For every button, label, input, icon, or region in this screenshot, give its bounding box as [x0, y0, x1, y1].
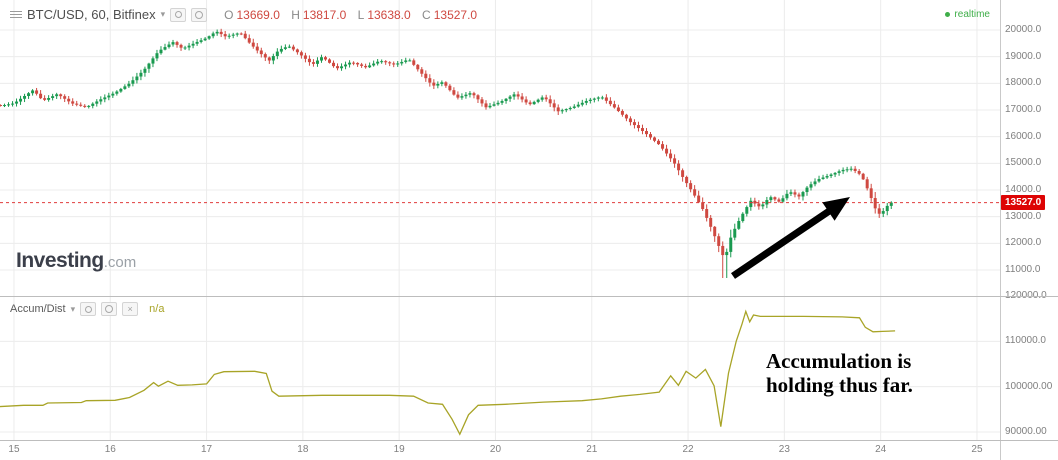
eye-icon[interactable]	[170, 7, 187, 22]
investing-logo: Investing.com	[16, 249, 136, 273]
open-label: O	[224, 7, 234, 22]
indicator-header: Accum/Dist ▾ × n/a	[10, 302, 164, 316]
price-axis-label: 18000.0	[1005, 77, 1042, 89]
chevron-down-icon[interactable]: ▾	[70, 303, 76, 314]
time-axis-divider	[0, 440, 1058, 441]
time-axis-label: 24	[875, 444, 887, 455]
indicator-chart-canvas[interactable]	[0, 296, 1000, 440]
indicator-title[interactable]: Accum/Dist	[10, 303, 66, 315]
indicator-value: n/a	[149, 303, 165, 315]
arrow-annotation	[731, 197, 850, 279]
logo-brand: Investing	[16, 249, 104, 272]
ohlc-readout: O 13669.0 H 13817.0 L 13638.0 C 13527.0	[216, 8, 477, 22]
open-value: 13669.0	[236, 7, 280, 22]
last-price-tag: 13527.0	[1001, 194, 1046, 210]
price-axis-label: 15000.0	[1005, 157, 1042, 169]
close-icon[interactable]: ×	[122, 302, 139, 316]
settings-icon[interactable]	[101, 302, 118, 316]
indicator-axis-label: 100000.00	[1005, 380, 1053, 392]
eye-icon[interactable]	[80, 302, 97, 316]
settings-icon[interactable]	[191, 7, 208, 22]
low-value: 13638.0	[367, 7, 411, 22]
time-axis-label: 16	[104, 444, 116, 455]
annotation-line-1: Accumulation is	[766, 349, 912, 373]
low-label: L	[357, 7, 365, 22]
close-value: 13527.0	[433, 7, 478, 22]
price-axis-label: 19000.0	[1005, 50, 1042, 62]
logo-suffix: .com	[103, 254, 137, 271]
axis-separator	[1000, 0, 1001, 460]
price-axis-label: 17000.0	[1005, 104, 1042, 115]
time-axis-label: 21	[586, 444, 598, 455]
annotation-line-2: holding thus far.	[766, 372, 913, 397]
price-axis-label: 11000.0	[1005, 264, 1041, 275]
indicator-axis[interactable]: 120000.0 110000.0 100000.00 90000.00	[1001, 290, 1058, 440]
high-label: H	[291, 7, 300, 22]
price-axis-label: 20000.0	[1005, 24, 1042, 35]
chart-header: BTC/USD, 60, Bitfinex ▾ O 13669.0 H 13817.…	[10, 7, 477, 22]
time-axis-label: 19	[393, 444, 405, 455]
time-axis-label: 23	[778, 444, 790, 455]
time-axis-label: 20	[489, 444, 502, 455]
indicator-axis-label: 90000.00	[1005, 426, 1047, 437]
indicator-axis-label: 110000.0	[1005, 335, 1046, 347]
time-axis[interactable]: 15 16 17 18 19 20 21 22 23 24 25	[0, 441, 1000, 460]
price-axis[interactable]: 13527.0 20000.0 19000.0 18000.0 17000.0 1600…	[1001, 0, 1058, 296]
time-axis-label: 18	[297, 444, 309, 455]
time-axis-label: 22	[682, 444, 694, 455]
chevron-down-icon[interactable]: ▾	[160, 9, 166, 19]
time-axis-label: 25	[971, 444, 983, 455]
panel-divider	[0, 296, 1058, 297]
realtime-label: realtime	[954, 9, 990, 20]
symbol-title[interactable]: BTC/USD, 60, Bitfinex	[27, 7, 156, 22]
realtime-badge: realtime	[945, 9, 990, 20]
realtime-dot-icon	[945, 12, 951, 17]
close-label: C	[422, 7, 431, 22]
indicator-axis-label: 120000.0	[1005, 290, 1047, 301]
time-axis-label: 17	[201, 444, 213, 455]
price-axis-label: 16000.0	[1005, 130, 1042, 142]
annotation-text: Accumulation is holding thus far.	[766, 349, 913, 397]
price-axis-label: 14000.0	[1005, 184, 1042, 195]
menu-icon[interactable]	[10, 11, 22, 18]
price-axis-label: 13000.0	[1005, 210, 1042, 222]
price-chart-canvas[interactable]	[0, 0, 1000, 296]
time-axis-label: 15	[8, 444, 20, 455]
price-axis-label: 12000.0	[1005, 237, 1042, 249]
high-value: 13817.0	[302, 7, 347, 22]
